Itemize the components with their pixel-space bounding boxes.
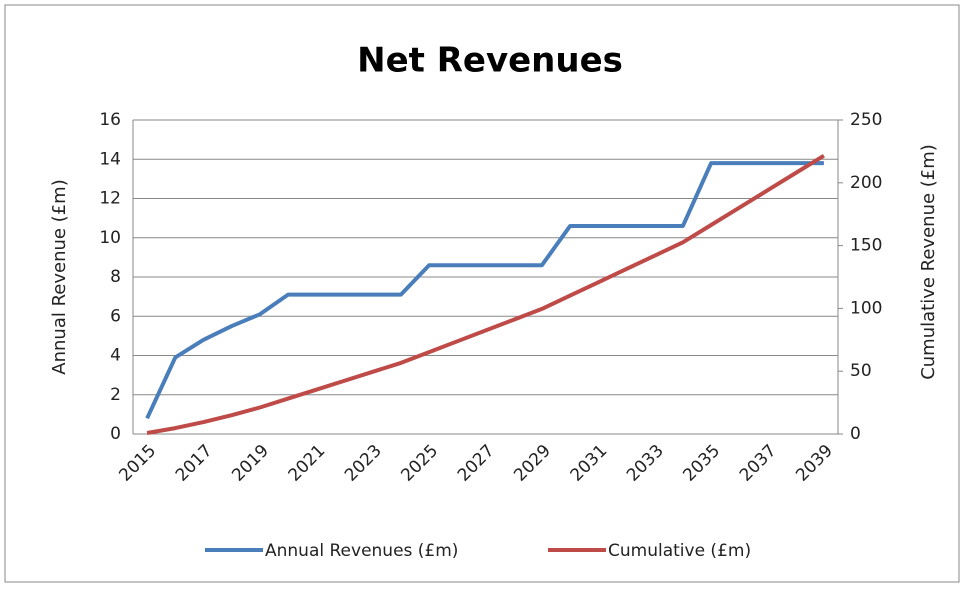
y2-tick-label: 100	[850, 298, 882, 318]
chart-title: Net Revenues	[357, 41, 623, 81]
chart-border	[4, 4, 960, 583]
legend-label: Cumulative (£m)	[608, 541, 751, 561]
y-tick-label: 8	[110, 267, 121, 287]
y-tick-label: 10	[99, 228, 121, 248]
y2-tick-label: 0	[850, 424, 861, 444]
y2-tick-label: 50	[850, 361, 872, 381]
y-tick-label: 4	[110, 346, 121, 366]
y-tick-label: 16	[99, 110, 121, 130]
y2-axis-title: Cumulative Revenue (£m)	[918, 144, 939, 380]
y2-tick-label: 250	[850, 110, 882, 130]
series-line	[145, 161, 824, 420]
y2-tick-label: 200	[850, 173, 882, 193]
series-line	[146, 153, 825, 435]
y-axis-title: Annual Revenue (£m)	[49, 179, 70, 374]
y-tick-label: 6	[110, 306, 121, 326]
y-tick-label: 14	[99, 149, 121, 169]
y-tick-label: 2	[110, 385, 121, 405]
y-tick-label: 0	[110, 424, 121, 444]
legend-label: Annual Revenues (£m)	[265, 541, 458, 561]
y-tick-label: 12	[99, 189, 121, 209]
y2-tick-label: 150	[850, 236, 882, 256]
